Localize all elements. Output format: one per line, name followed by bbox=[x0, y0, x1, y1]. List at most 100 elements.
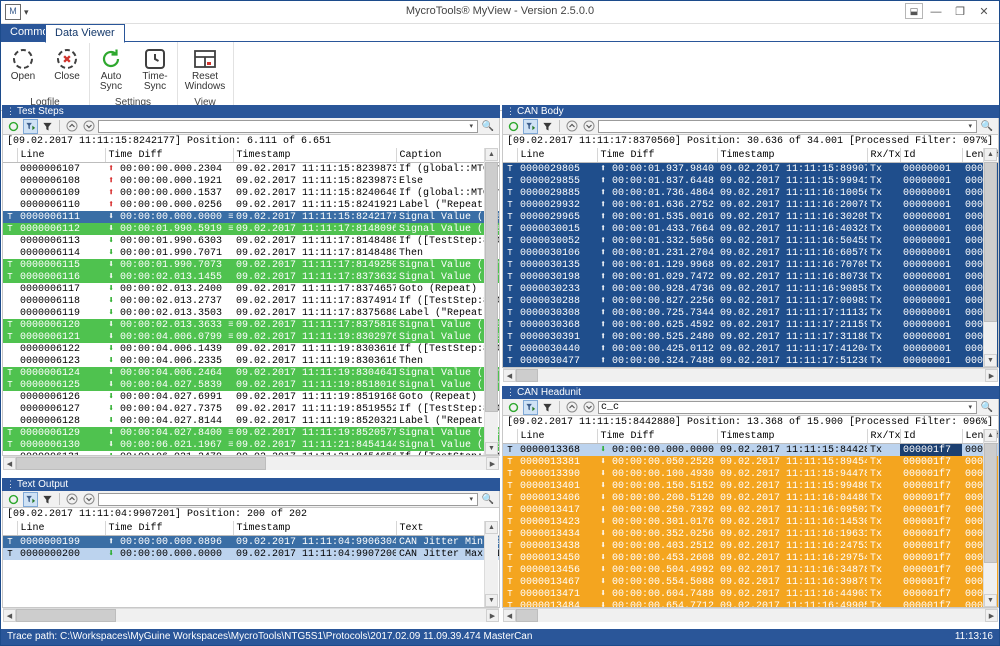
scrollbar-thumb[interactable] bbox=[16, 609, 116, 622]
table-row[interactable]: T 0000006125 ⬇ 00:00:04.027.5839 09.02.2017… bbox=[3, 379, 499, 391]
chevron-down-icon[interactable]: ▾ bbox=[24, 6, 29, 17]
table-row[interactable]: 0000006113 ⬇ 00:00:01.990.6303 09.02.2017 … bbox=[3, 235, 499, 247]
table-row[interactable]: 0000006110 ⬆ 00:00:00.000.0256 09.02.2017 … bbox=[3, 199, 499, 211]
table-row[interactable]: 0000006107 ⬆ 00:00:00.000.2304 09.02.2017 … bbox=[3, 162, 499, 175]
open-button[interactable]: Open bbox=[1, 42, 45, 97]
table-row[interactable]: T 0000006129 ⬇ 00:00:04.027.8400 ≡ 09.02.20… bbox=[3, 427, 499, 439]
filter-icon[interactable] bbox=[40, 492, 55, 507]
filter-input-can-body[interactable]: ▾ bbox=[598, 119, 977, 133]
table-row[interactable]: 0000006127 ⬇ 00:00:04.027.7375 09.02.2017 … bbox=[3, 403, 499, 415]
expand-icon[interactable] bbox=[81, 492, 96, 507]
collapse-icon[interactable] bbox=[64, 119, 79, 134]
scrollbar-thumb[interactable] bbox=[516, 369, 538, 382]
filter-input-test-steps[interactable]: ▾ bbox=[98, 119, 478, 133]
table-row[interactable]: 0000006119 ⬇ 00:00:02.013.3503 09.02.2017 … bbox=[3, 307, 499, 319]
col-header-line[interactable]: Line bbox=[517, 429, 598, 444]
tab-data-viewer[interactable]: Data Viewer bbox=[45, 24, 125, 43]
col-header-id[interactable]: Id bbox=[900, 429, 963, 444]
grid-test-steps[interactable]: Line Time Diff Timestamp Caption 0000006… bbox=[2, 148, 500, 456]
scroll-track[interactable] bbox=[16, 609, 486, 622]
search-icon[interactable]: 🔍 bbox=[980, 401, 994, 413]
drag-grip-icon[interactable]: ⋮ bbox=[506, 106, 515, 116]
col-header-line[interactable]: Line bbox=[17, 521, 106, 536]
quick-access-toolbar[interactable]: M ▾ bbox=[5, 4, 29, 20]
col-header-timestamp[interactable]: Timestamp bbox=[717, 148, 868, 163]
vertical-scrollbar-test-steps[interactable]: ▲ ▼ bbox=[484, 148, 498, 455]
vertical-scrollbar-can-body[interactable]: ▲ ▼ bbox=[983, 148, 997, 367]
horizontal-scrollbar-test-steps[interactable]: ◀ ▶ bbox=[3, 456, 499, 470]
close-button[interactable]: ✕ bbox=[973, 3, 995, 20]
col-header-text[interactable]: Text bbox=[396, 521, 499, 536]
drag-grip-icon[interactable]: ⋮ bbox=[506, 387, 515, 397]
col-header-timestamp[interactable]: Timestamp bbox=[717, 429, 868, 444]
minimize-button[interactable]: — bbox=[925, 3, 947, 20]
table-row[interactable]: 0000006123 ⬇ 00:00:04.006.2335 09.02.2017 … bbox=[3, 355, 499, 367]
refresh-icon[interactable] bbox=[6, 492, 21, 507]
chevron-down-icon[interactable]: ▾ bbox=[968, 404, 972, 411]
drag-grip-icon[interactable]: ⋮ bbox=[6, 479, 15, 489]
table-row[interactable]: T 0000006121 ⬇ 00:00:04.006.0799 ≡ 09.02.20… bbox=[3, 331, 499, 343]
scroll-right-arrow[interactable]: ▶ bbox=[985, 609, 998, 622]
filter-apply-icon[interactable] bbox=[523, 118, 538, 134]
filter-apply-icon[interactable] bbox=[23, 118, 38, 134]
col-header-timediff[interactable]: Time Diff bbox=[105, 148, 234, 163]
col-header-timestamp[interactable]: Timestamp bbox=[233, 521, 397, 536]
refresh-icon[interactable] bbox=[6, 119, 21, 134]
scroll-right-arrow[interactable]: ▶ bbox=[486, 457, 499, 470]
col-header-mark[interactable] bbox=[503, 429, 518, 444]
col-header-mark[interactable] bbox=[3, 148, 18, 163]
scroll-track[interactable] bbox=[516, 609, 985, 622]
table-row[interactable]: 0000006118 ⬇ 00:00:02.013.2737 09.02.2017 … bbox=[3, 295, 499, 307]
scrollbar-thumb[interactable] bbox=[516, 609, 538, 622]
filter-icon[interactable] bbox=[540, 400, 555, 415]
table-row[interactable]: T 0000000200 ⬇ 00:00:00.000.0000 09.02.2017… bbox=[3, 548, 499, 560]
table-row[interactable]: 0000006114 ⬇ 00:00:01.990.7071 09.02.2017 … bbox=[3, 247, 499, 259]
scroll-up-arrow[interactable]: ▲ bbox=[485, 148, 498, 161]
horizontal-scrollbar-can-body[interactable]: ◀ ▶ bbox=[503, 368, 998, 382]
col-header-line[interactable]: Line bbox=[517, 148, 598, 163]
table-row[interactable]: 0000006122 ⬇ 00:00:04.006.1439 09.02.2017 … bbox=[3, 343, 499, 355]
col-header-rxtx[interactable]: Rx/Tx bbox=[867, 429, 901, 444]
scroll-left-arrow[interactable]: ◀ bbox=[503, 609, 516, 622]
table-row[interactable]: 0000006108 ⬆ 00:00:00.000.1921 09.02.2017 … bbox=[3, 175, 499, 187]
col-header-mark[interactable] bbox=[3, 521, 18, 536]
scroll-left-arrow[interactable]: ◀ bbox=[503, 369, 516, 382]
col-header-timestamp[interactable]: Timestamp bbox=[233, 148, 397, 163]
table-row[interactable]: T 0000006115 ⬇ 00:00:01.990.7073 09.02.2017… bbox=[3, 259, 499, 271]
search-icon[interactable]: 🔍 bbox=[481, 120, 495, 132]
expand-icon[interactable] bbox=[81, 119, 96, 134]
filter-apply-icon[interactable] bbox=[23, 491, 38, 507]
table-row[interactable]: T 0000006120 ⬇ 00:00:02.013.3633 ≡ 09.02.20… bbox=[3, 319, 499, 331]
help-icon[interactable]: ⬓ bbox=[905, 3, 923, 19]
chevron-down-icon[interactable]: ▾ bbox=[469, 496, 473, 503]
reset-windows-button[interactable]: Reset Windows bbox=[177, 42, 233, 97]
expand-icon[interactable] bbox=[581, 400, 596, 415]
chevron-down-icon[interactable]: ▾ bbox=[469, 123, 473, 130]
col-header-mark[interactable] bbox=[503, 148, 518, 163]
scrollbar-thumb[interactable] bbox=[485, 162, 498, 412]
scroll-right-arrow[interactable]: ▶ bbox=[985, 369, 998, 382]
horizontal-scrollbar-text-output[interactable]: ◀ ▶ bbox=[3, 608, 499, 622]
table-row[interactable]: 0000006126 ⬇ 00:00:04.027.6991 09.02.2017 … bbox=[3, 391, 499, 403]
grid-can-body[interactable]: Line Time Diff Timestamp Rx/Tx Id Length… bbox=[502, 148, 999, 368]
scroll-down-arrow[interactable]: ▼ bbox=[485, 594, 498, 607]
